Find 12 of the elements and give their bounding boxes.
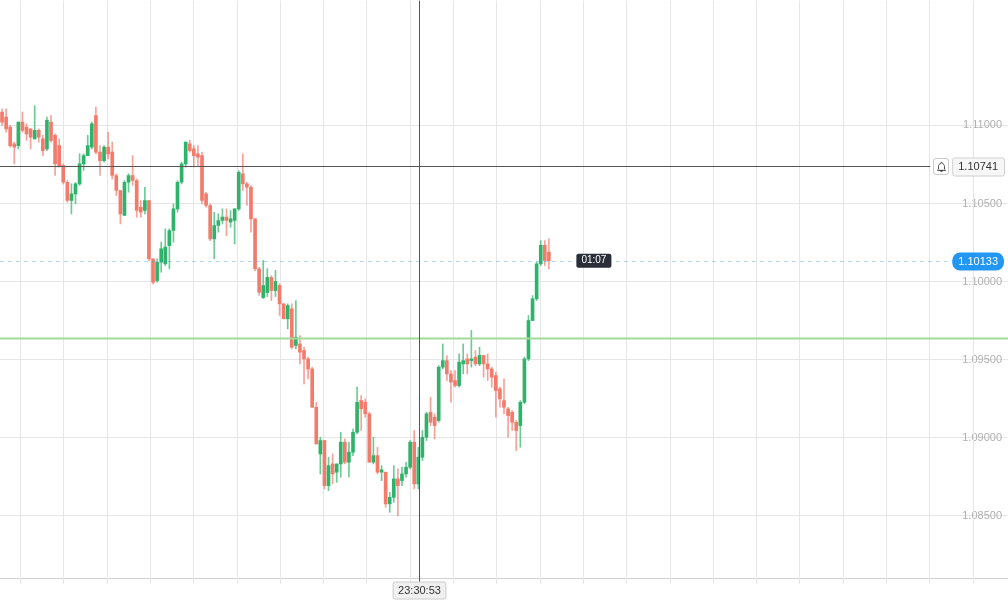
ref-line-label: 1.10741: [958, 159, 998, 172]
y-tick-label: 1.09500: [962, 352, 1002, 365]
text: 23:30:53: [398, 584, 441, 597]
y-tick-label: 1.11000: [963, 118, 1002, 131]
y-tick-label: 1.08500: [962, 508, 1002, 521]
candlestick: [359, 395, 363, 431]
y-tick-label: 1.10000: [962, 274, 1002, 287]
candlestick: [396, 468, 400, 516]
annotation: 01:07: [581, 254, 607, 266]
y-tick-label: 1.09000: [962, 430, 1002, 443]
ref-line-label: 1.10133: [958, 254, 998, 267]
y-tick-label: 1.10500: [962, 196, 1002, 209]
